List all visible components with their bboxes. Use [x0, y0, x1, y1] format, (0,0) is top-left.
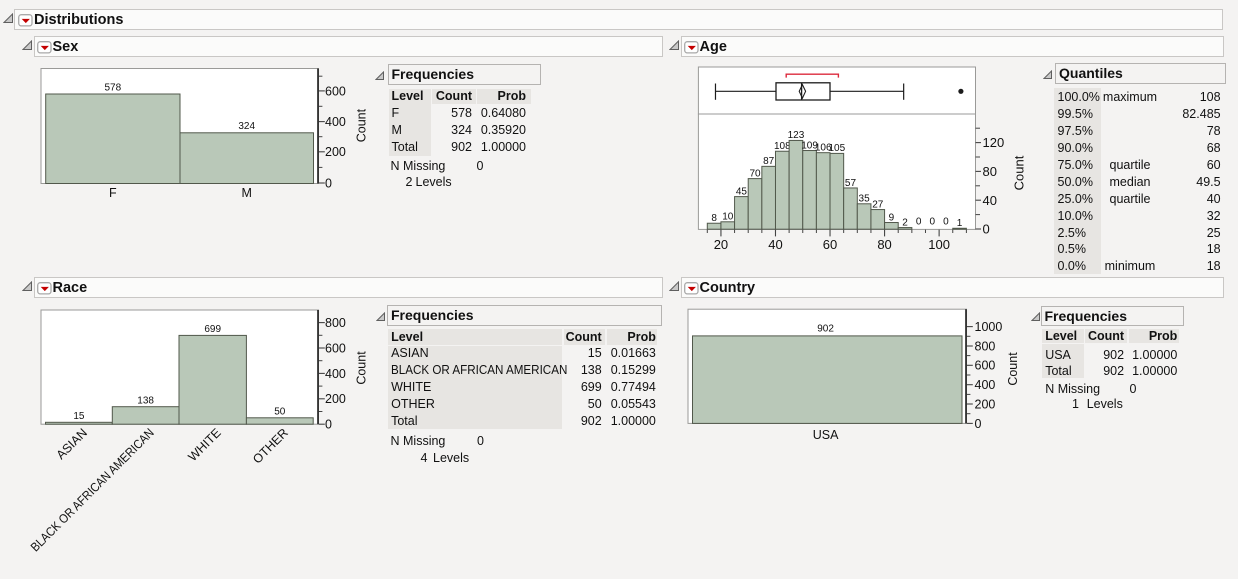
svg-text:Count: Count [355, 351, 369, 385]
svg-text:70: 70 [749, 168, 761, 179]
svg-text:20: 20 [714, 237, 728, 252]
svg-text:106: 106 [815, 142, 832, 153]
svg-text:45: 45 [736, 186, 748, 197]
svg-text:200: 200 [325, 392, 346, 406]
svg-text:400: 400 [325, 115, 346, 129]
svg-text:0: 0 [325, 176, 332, 190]
svg-text:Count: Count [1012, 155, 1027, 190]
svg-text:400: 400 [975, 378, 996, 392]
svg-text:60: 60 [823, 237, 837, 252]
svg-text:OTHER: OTHER [250, 426, 291, 467]
svg-text:10: 10 [722, 212, 734, 223]
svg-text:200: 200 [325, 145, 346, 159]
svg-text:9: 9 [889, 212, 895, 223]
svg-text:600: 600 [975, 359, 996, 373]
svg-text:M: M [241, 186, 251, 200]
svg-text:400: 400 [325, 367, 346, 381]
svg-text:BLACK OR AFRICAN AMERICAN: BLACK OR AFRICAN AMERICAN [28, 426, 157, 555]
svg-text:699: 699 [204, 324, 221, 335]
svg-text:109: 109 [801, 140, 818, 151]
svg-text:Count: Count [1006, 352, 1020, 386]
svg-text:Count: Count [355, 108, 369, 142]
svg-text:40: 40 [768, 237, 782, 252]
svg-text:100: 100 [928, 237, 950, 252]
svg-text:324: 324 [238, 121, 255, 132]
svg-text:0: 0 [983, 222, 990, 237]
svg-text:F: F [109, 186, 117, 200]
svg-text:27: 27 [872, 199, 884, 210]
svg-text:80: 80 [983, 164, 997, 179]
svg-text:57: 57 [845, 178, 857, 189]
svg-text:902: 902 [817, 323, 834, 334]
svg-text:87: 87 [763, 156, 775, 167]
svg-text:200: 200 [975, 397, 996, 411]
svg-text:50: 50 [274, 407, 286, 418]
svg-text:600: 600 [325, 341, 346, 355]
svg-text:2: 2 [902, 217, 908, 228]
svg-text:105: 105 [829, 143, 846, 154]
svg-text:0: 0 [943, 217, 949, 228]
svg-text:578: 578 [104, 83, 121, 94]
svg-text:USA: USA [813, 428, 839, 442]
svg-text:15: 15 [73, 411, 85, 422]
svg-text:1: 1 [957, 218, 963, 229]
svg-text:800: 800 [975, 339, 996, 353]
svg-text:0: 0 [975, 417, 982, 431]
svg-text:0: 0 [325, 418, 332, 432]
svg-text:120: 120 [983, 135, 1005, 150]
svg-text:80: 80 [877, 237, 891, 252]
svg-text:108: 108 [774, 141, 791, 152]
svg-text:123: 123 [788, 130, 805, 141]
svg-text:800: 800 [325, 316, 346, 330]
svg-text:WHITE: WHITE [185, 426, 223, 464]
svg-text:0: 0 [916, 217, 922, 228]
svg-text:8: 8 [711, 213, 717, 224]
svg-text:1000: 1000 [975, 320, 1003, 334]
svg-text:138: 138 [137, 396, 154, 407]
svg-text:600: 600 [325, 84, 346, 98]
svg-text:35: 35 [859, 194, 871, 205]
svg-text:ASIAN: ASIAN [54, 426, 90, 462]
svg-text:40: 40 [983, 193, 997, 208]
svg-text:0: 0 [930, 217, 936, 228]
